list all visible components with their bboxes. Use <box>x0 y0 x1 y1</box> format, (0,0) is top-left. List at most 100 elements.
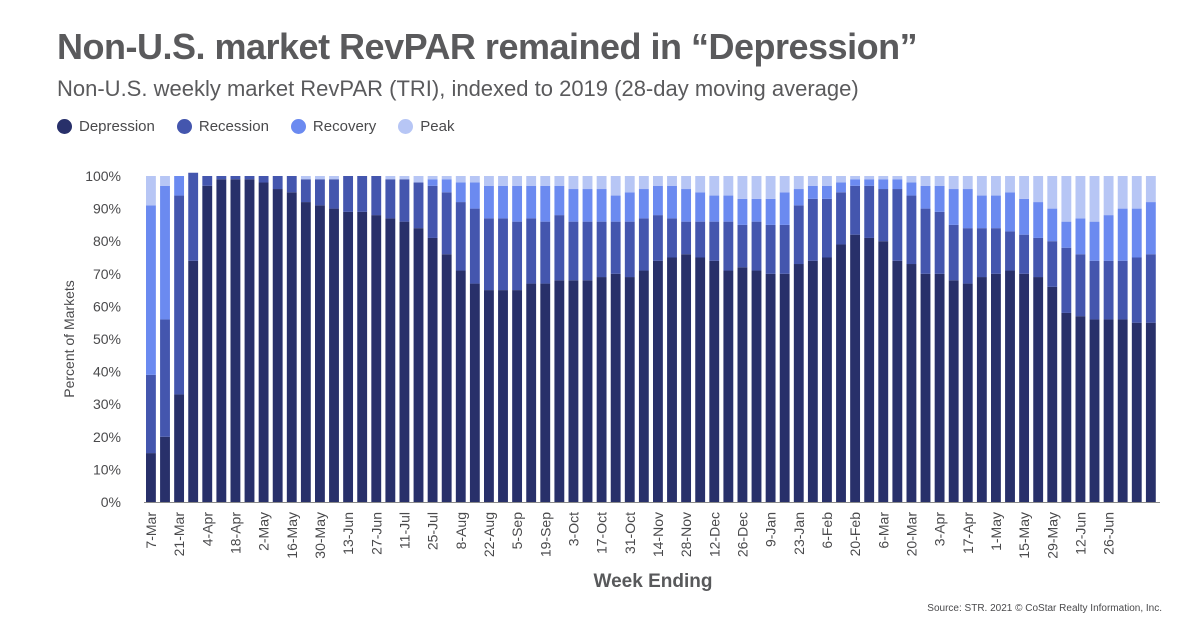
bar-segment-peak <box>329 176 339 180</box>
bar-segment-recession <box>1061 247 1072 313</box>
bar-segment-peak <box>1033 176 1044 203</box>
bar-segment-peak <box>653 176 663 186</box>
y-tick-label: 70% <box>93 266 121 282</box>
bar-segment-recession <box>850 185 861 235</box>
bar-segment-depression <box>864 237 875 502</box>
bar-segment-recession <box>1117 260 1128 320</box>
bar-segment-depression <box>160 436 170 502</box>
bar-segment-recession <box>216 176 227 180</box>
bar-segment-recession <box>272 176 283 190</box>
bar-segment-recovery <box>455 182 466 203</box>
x-tick-label: 17-Apr <box>960 512 976 554</box>
x-tick-label: 25-Jul <box>425 512 441 550</box>
legend-item-peak: Peak <box>398 118 454 135</box>
bar-segment-peak <box>596 176 607 190</box>
bar-segment-peak <box>751 176 762 199</box>
x-tick-label: 12-Dec <box>706 512 722 557</box>
y-axis-title: Percent of Markets <box>61 280 77 398</box>
bar-segment-depression <box>920 273 931 502</box>
x-tick-label: 9-Jan <box>763 512 779 547</box>
x-tick-label: 21-Mar <box>171 512 187 557</box>
bar-segment-recovery <box>850 179 861 186</box>
bar-segment-recovery <box>991 195 1001 229</box>
legend-item-recovery: Recovery <box>290 118 376 135</box>
y-tick-label: 40% <box>93 364 121 380</box>
bar-segment-recession <box>300 179 311 203</box>
bar-segment-peak <box>962 176 973 190</box>
x-tick-label: 28-Nov <box>678 512 694 557</box>
bar-segment-recovery <box>765 198 776 225</box>
bar-segment-depression <box>554 280 565 502</box>
bar-segment-recovery <box>526 185 537 219</box>
x-tick-label: 3-Oct <box>565 512 581 546</box>
bar-segment-peak <box>1131 176 1142 209</box>
bar-segment-recession <box>554 215 565 281</box>
bar-segment-peak <box>836 176 846 183</box>
chart-legend: Depression Recession Recovery Peak <box>57 118 454 135</box>
bar-segment-depression <box>1089 319 1100 502</box>
bar-segment-recovery <box>596 189 607 222</box>
bar-segment-recession <box>427 185 438 238</box>
y-tick-label: 10% <box>93 461 121 477</box>
bar-segment-depression <box>1075 316 1086 502</box>
x-tick-label: 19-Sep <box>537 512 553 557</box>
bar-segment-recovery <box>1005 192 1015 232</box>
bar-segment-recovery <box>948 189 959 225</box>
bar-segment-depression <box>850 234 861 502</box>
bar-segment-recovery <box>723 195 734 222</box>
bar-segment-recovery <box>1103 215 1114 261</box>
bar-segment-depression <box>216 179 227 502</box>
bar-segment-recession <box>526 218 537 284</box>
x-tick-label: 5-Sep <box>509 512 525 550</box>
legend-label-recession: Recession <box>198 118 269 135</box>
bar-segment-peak <box>1047 176 1058 209</box>
bar-segment-depression <box>413 228 424 502</box>
bar-segment-recovery <box>878 179 889 190</box>
bar-segment-recession <box>455 202 466 271</box>
x-tick-label: 17-Oct <box>594 512 610 554</box>
x-tick-label: 7-Mar <box>143 512 159 549</box>
bar-segment-depression <box>610 273 621 502</box>
bar-segment-peak <box>1145 176 1156 203</box>
bar-segment-depression <box>638 270 649 502</box>
x-tick-label: 29-May <box>1044 512 1060 559</box>
bar-segment-depression <box>836 244 846 502</box>
y-tick-label: 90% <box>93 201 121 217</box>
bar-segment-depression <box>1145 322 1156 502</box>
bar-segment-depression <box>906 264 917 502</box>
bar-segment-peak <box>920 176 931 186</box>
bar-segment-recession <box>244 176 255 180</box>
bar-segment-recovery <box>160 185 170 320</box>
bar-segment-depression <box>244 179 255 502</box>
bar-segment-depression <box>300 202 311 502</box>
bar-segment-recovery <box>441 179 452 193</box>
bar-segment-depression <box>399 221 410 502</box>
x-tick-label: 1-May <box>988 512 1004 551</box>
bar-segment-recovery <box>822 185 832 199</box>
bar-segment-recovery <box>653 185 663 216</box>
bar-segment-peak <box>554 176 565 186</box>
bar-segment-depression <box>991 273 1001 502</box>
bar-segment-depression <box>962 283 973 502</box>
bar-segment-recovery <box>1131 208 1142 258</box>
bar-segment-recovery <box>1047 208 1058 242</box>
bar-segment-depression <box>455 270 466 502</box>
bar-segment-recession <box>1047 241 1058 287</box>
bar-segment-peak <box>822 176 832 186</box>
bar-segment-recovery <box>1061 221 1072 248</box>
bar-segment-recession <box>1075 254 1086 317</box>
bar-segment-depression <box>976 277 987 502</box>
bar-segment-depression <box>315 205 325 502</box>
bar-segment-peak <box>1103 176 1114 216</box>
bar-segment-peak <box>624 176 635 193</box>
bar-segment-recovery <box>807 185 818 199</box>
bar-segment-depression <box>695 257 706 502</box>
bar-segment-depression <box>653 260 663 502</box>
bar-segment-recovery <box>906 182 917 196</box>
bar-segment-depression <box>230 179 241 502</box>
bar-segment-recession <box>1103 260 1114 320</box>
bar-segment-depression <box>174 394 185 502</box>
bar-segment-peak <box>512 176 523 186</box>
bar-segment-peak <box>723 176 734 196</box>
bar-segment-peak <box>976 176 987 196</box>
